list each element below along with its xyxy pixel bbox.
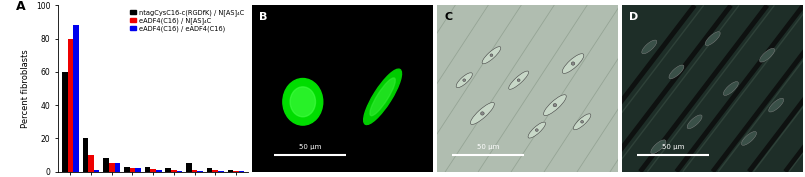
Bar [103, 158, 109, 172]
Text: 50 μm: 50 μm [477, 144, 499, 150]
Bar [114, 163, 120, 172]
Ellipse shape [481, 112, 484, 115]
Ellipse shape [543, 95, 566, 116]
Bar [62, 72, 68, 172]
Bar [213, 170, 218, 172]
Ellipse shape [364, 69, 402, 124]
Ellipse shape [553, 104, 557, 107]
Y-axis label: Percent fibroblasts: Percent fibroblasts [21, 49, 31, 128]
Ellipse shape [642, 40, 657, 54]
Ellipse shape [650, 140, 666, 154]
Ellipse shape [741, 132, 757, 145]
Bar [233, 171, 239, 172]
Bar [124, 167, 130, 172]
Bar [192, 170, 197, 172]
Ellipse shape [528, 122, 546, 138]
Ellipse shape [463, 79, 466, 82]
Bar [151, 169, 156, 172]
Ellipse shape [573, 114, 591, 130]
Bar [135, 168, 141, 172]
Ellipse shape [669, 65, 684, 79]
Ellipse shape [370, 78, 395, 116]
Ellipse shape [490, 54, 493, 57]
Ellipse shape [705, 32, 720, 45]
Ellipse shape [724, 82, 738, 95]
Bar [197, 171, 203, 172]
Text: B: B [259, 12, 268, 22]
Bar [145, 167, 151, 172]
Ellipse shape [290, 87, 316, 117]
Ellipse shape [572, 62, 575, 65]
Bar [73, 25, 79, 172]
Ellipse shape [687, 115, 702, 129]
Bar [218, 171, 224, 172]
Bar [171, 170, 176, 172]
Bar [156, 170, 162, 172]
Ellipse shape [517, 79, 520, 82]
Text: A: A [16, 0, 26, 13]
Ellipse shape [580, 120, 584, 123]
Bar [83, 138, 89, 172]
Bar [228, 170, 233, 172]
Ellipse shape [470, 102, 494, 124]
Ellipse shape [563, 54, 584, 73]
Bar [207, 168, 213, 172]
Ellipse shape [509, 71, 529, 89]
Text: D: D [630, 12, 638, 22]
Bar [130, 168, 135, 172]
Bar [94, 170, 100, 172]
Bar [109, 163, 114, 172]
Legend: ntagCysC16-c(RGDfK) / N[AS]₄C, eADF4(C16) / N[AS]₄C, eADF4(C16) / eADF4(C16): ntagCysC16-c(RGDfK) / N[AS]₄C, eADF4(C16… [130, 9, 245, 33]
Text: 50 μm: 50 μm [299, 144, 321, 150]
Text: 50 μm: 50 μm [662, 144, 684, 150]
Ellipse shape [769, 98, 784, 112]
Ellipse shape [456, 73, 473, 88]
Bar [166, 168, 171, 172]
Ellipse shape [760, 48, 774, 62]
Bar [186, 163, 192, 172]
Ellipse shape [535, 129, 539, 132]
Ellipse shape [482, 47, 501, 64]
Bar [176, 171, 182, 172]
Bar [239, 171, 245, 172]
Ellipse shape [283, 79, 323, 125]
Text: C: C [444, 12, 452, 22]
Bar [68, 39, 73, 172]
Bar [89, 155, 94, 172]
